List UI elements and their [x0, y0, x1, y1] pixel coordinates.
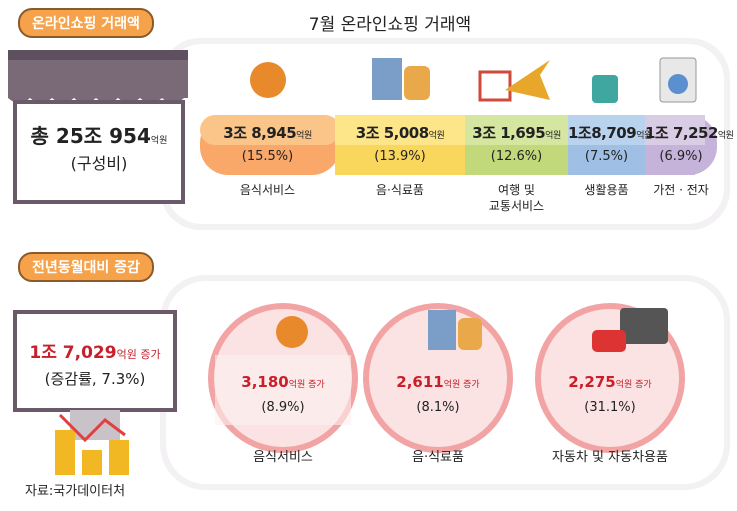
amount: 3,180 [241, 373, 289, 391]
total-note: (구성비) [70, 154, 128, 173]
monitor [13, 100, 185, 204]
item-label: 가전 · 전자 [653, 183, 709, 197]
amount: 3조 5,008 [355, 124, 429, 142]
item-amount: 3조 5,008억원 [335, 122, 465, 143]
amount: 1조 7,252 [645, 124, 718, 142]
item-share: (12.6%) [490, 149, 543, 164]
item-share: (15.5%) [241, 149, 294, 164]
icons [250, 57, 697, 103]
source: 자료:국가데이터처 [25, 484, 126, 499]
item-label: 생활용품 [584, 183, 629, 197]
item-amount: 3조 8,945억원 [200, 122, 335, 143]
item-amount: 1조 7,252억원 [645, 122, 734, 143]
coins [55, 430, 129, 475]
unit: 억원 증가 [116, 348, 161, 361]
amount: 2,611 [396, 373, 444, 391]
amount: 3조 1,695 [472, 124, 546, 142]
item-amount: 2,275억원 증가 [535, 373, 685, 391]
circles [208, 303, 685, 453]
total-amount: 1조 7,029 [29, 343, 117, 363]
amount: 3조 8,945 [223, 124, 297, 142]
unit: 억원 [636, 131, 652, 141]
item-rate: (8.1%) [416, 400, 460, 415]
unit: 억원 [150, 136, 168, 146]
item-label: 음·식료품 [376, 183, 424, 197]
total-amount: 25조 954 [55, 124, 151, 148]
total-note: (증감률, 7.3%) [44, 370, 146, 388]
unit: 억원 [545, 131, 561, 141]
item-share: (7.5%) [584, 149, 629, 164]
bar [200, 115, 717, 175]
item-amount: 3조 1,695억원 [465, 122, 568, 143]
item-label: 자동차 및 자동차용품 [552, 450, 668, 465]
trend-arrow [58, 413, 126, 443]
unit: 억원 증가 [443, 380, 480, 390]
amount: 2,275 [568, 373, 616, 391]
unit: 억원 [296, 131, 312, 141]
item-amount: 3,180억원 증가 [208, 373, 358, 391]
item-rate: (31.1%) [584, 400, 636, 415]
unit: 억원 증가 [615, 380, 652, 390]
item-rate: (8.9%) [261, 400, 305, 415]
item-label: 음·식료품 [412, 450, 464, 465]
badge: 온라인쇼핑 거래액 [18, 8, 154, 38]
item-label: 음식서비스 [239, 183, 296, 197]
unit: 억원 [428, 131, 445, 141]
item-amount: 1조8,709억원 [568, 122, 652, 143]
badge: 전년동월대비 증감 [18, 252, 154, 282]
item-label: 여행 및 교통서비스 [488, 183, 545, 213]
item-share: (6.9%) [659, 149, 703, 164]
item-amount: 2,611억원 증가 [363, 373, 513, 391]
amount: 1조8,709 [568, 124, 637, 142]
item-label: 음식서비스 [253, 450, 313, 465]
unit: 억원 [717, 131, 734, 141]
store-awning [8, 50, 188, 103]
title: 7월 온라인쇼핑 거래액 [308, 15, 472, 35]
prefix: 총 [30, 124, 49, 148]
unit: 억원 증가 [288, 380, 325, 390]
item-share: (13.9%) [374, 149, 426, 164]
